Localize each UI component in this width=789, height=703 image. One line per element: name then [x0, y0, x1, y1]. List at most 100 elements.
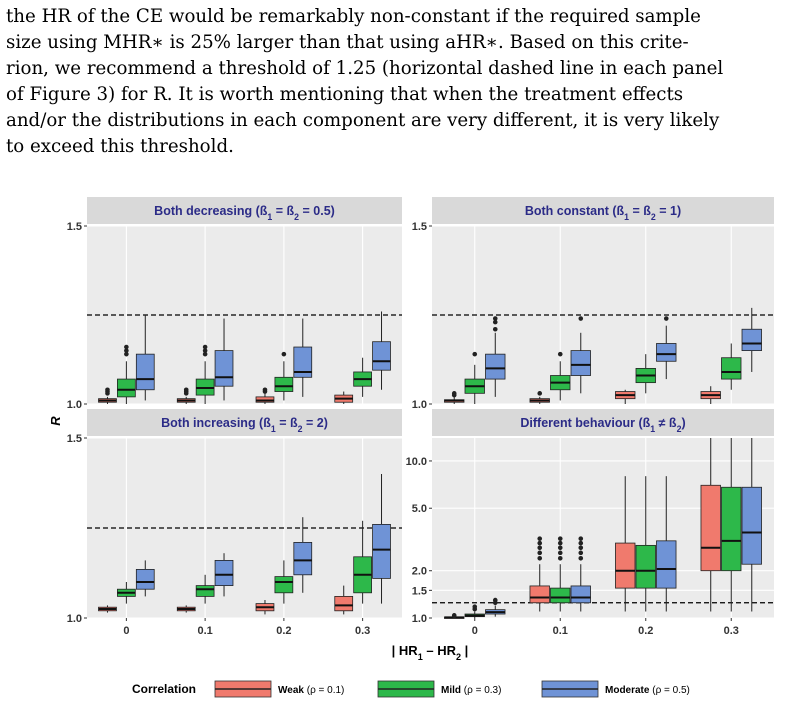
box-moderate [372, 474, 391, 604]
outlier-point [557, 545, 563, 551]
panel-title: Both constant (ß1 = ß2 = 1) [525, 204, 681, 222]
paragraph: the HR of the CE would be remarkably non… [6, 4, 781, 160]
outlier-point [492, 316, 498, 321]
box-mild [635, 476, 656, 612]
box-mild [353, 520, 372, 604]
outlier-point [557, 536, 563, 541]
panel-3: Both increasing (ß1 = ß2 = 2) 1.0 1.5 0 0.1 0… [67, 409, 402, 637]
outlier-point [124, 351, 129, 357]
box-moderate [485, 316, 506, 397]
box-mild [464, 604, 485, 618]
outlier-point [578, 316, 584, 321]
box-moderate [741, 438, 762, 612]
panel-4: Different behaviour (ß1 ≠ ß2) 1.0 1.5 2.0 5.… [406, 409, 774, 637]
box-body [274, 576, 294, 594]
box-body [656, 343, 677, 362]
outlier-point [262, 387, 268, 393]
box-weak [176, 387, 196, 404]
box-body [635, 544, 656, 589]
panel-strip [87, 197, 402, 224]
outlier-point [578, 550, 584, 556]
box-mild [721, 438, 742, 612]
outlier-point [124, 344, 129, 350]
box-moderate [656, 476, 677, 612]
box-weak [529, 391, 550, 404]
box-mild [274, 351, 294, 401]
box-weak [444, 391, 465, 404]
legend: Correlation Weak (ρ = 0.1) Mild (ρ = 0.3) M… [132, 680, 690, 698]
box-weak [444, 613, 465, 619]
panel-strip [432, 197, 774, 224]
x-tick-label: 0.1 [197, 625, 212, 637]
outlier-point [537, 550, 543, 556]
x-tick-label: 0.1 [553, 625, 568, 637]
x-tick-label: 0.2 [638, 625, 653, 637]
y-tick-label: 1.0 [67, 613, 82, 625]
outlier-point [451, 391, 457, 396]
box-body [293, 346, 313, 378]
box-weak [334, 585, 354, 615]
box-moderate [135, 560, 155, 597]
box-weak [255, 387, 275, 404]
outlier-point [557, 555, 563, 561]
box-moderate [570, 316, 591, 394]
y-tick-label: 1.5 [67, 221, 82, 233]
outlier-point [105, 387, 110, 393]
box-mild [274, 560, 294, 604]
box-body [741, 486, 762, 565]
paragraph-line: of Figure 3) for R. It is worth mentioni… [6, 84, 684, 105]
box-moderate [214, 318, 234, 401]
panel-title: Different behaviour (ß1 ≠ ß2) [520, 416, 685, 434]
box-body [334, 596, 354, 612]
x-tick-label: 0.3 [355, 625, 370, 637]
outlier-point [202, 344, 208, 350]
outlier-point [472, 351, 478, 357]
box-mild [464, 351, 485, 404]
y-tick-label: 1.0 [67, 399, 82, 411]
box-body [485, 353, 506, 380]
outlier-point [492, 597, 498, 603]
box-mild [117, 582, 136, 604]
box-weak [700, 438, 721, 612]
box-body [372, 341, 391, 371]
legend-item-moderate: Moderate (ρ = 0.5) [541, 680, 690, 698]
paragraph-line: size using MHR∗ is 25% larger than that … [6, 32, 689, 53]
y-tick-label: 1.5 [412, 221, 427, 233]
outlier-point [578, 555, 584, 561]
box-moderate [293, 318, 313, 397]
box-weak [98, 605, 117, 613]
legend-label: Weak (ρ = 0.1) [278, 685, 344, 696]
panel-strip [87, 409, 402, 436]
panel-2: Both constant (ß1 = ß2 = 1) 1.0 1.5 [412, 197, 774, 411]
outlier-point [578, 540, 584, 546]
box-moderate [214, 553, 234, 597]
box-body [135, 569, 155, 590]
y-tick-label: 5.0 [412, 503, 427, 515]
legend-item-weak: Weak (ρ = 0.1) [214, 680, 344, 698]
box-weak [176, 605, 196, 613]
box-moderate [372, 311, 391, 390]
box-moderate [485, 597, 506, 617]
box-mild [195, 344, 215, 404]
box-body [293, 542, 313, 576]
y-tick-label: 1.0 [412, 613, 427, 625]
box-body [117, 378, 136, 398]
box-body [700, 484, 721, 572]
box-moderate [656, 316, 677, 380]
panel-strip [432, 409, 774, 436]
legend-item-mild: Mild (ρ = 0.3) [377, 680, 501, 698]
outlier-point [557, 540, 563, 546]
outlier-point [492, 326, 498, 332]
outlier-point [183, 387, 189, 393]
box-weak [700, 386, 721, 404]
x-tick-label: 0.2 [276, 625, 291, 637]
outlier-point [202, 348, 208, 353]
box-body [550, 587, 571, 604]
outlier-point [663, 316, 669, 321]
box-body [214, 560, 234, 587]
box-body [529, 585, 550, 604]
outlier-point [124, 348, 129, 353]
box-mild [550, 351, 571, 401]
outlier-point [537, 545, 543, 551]
